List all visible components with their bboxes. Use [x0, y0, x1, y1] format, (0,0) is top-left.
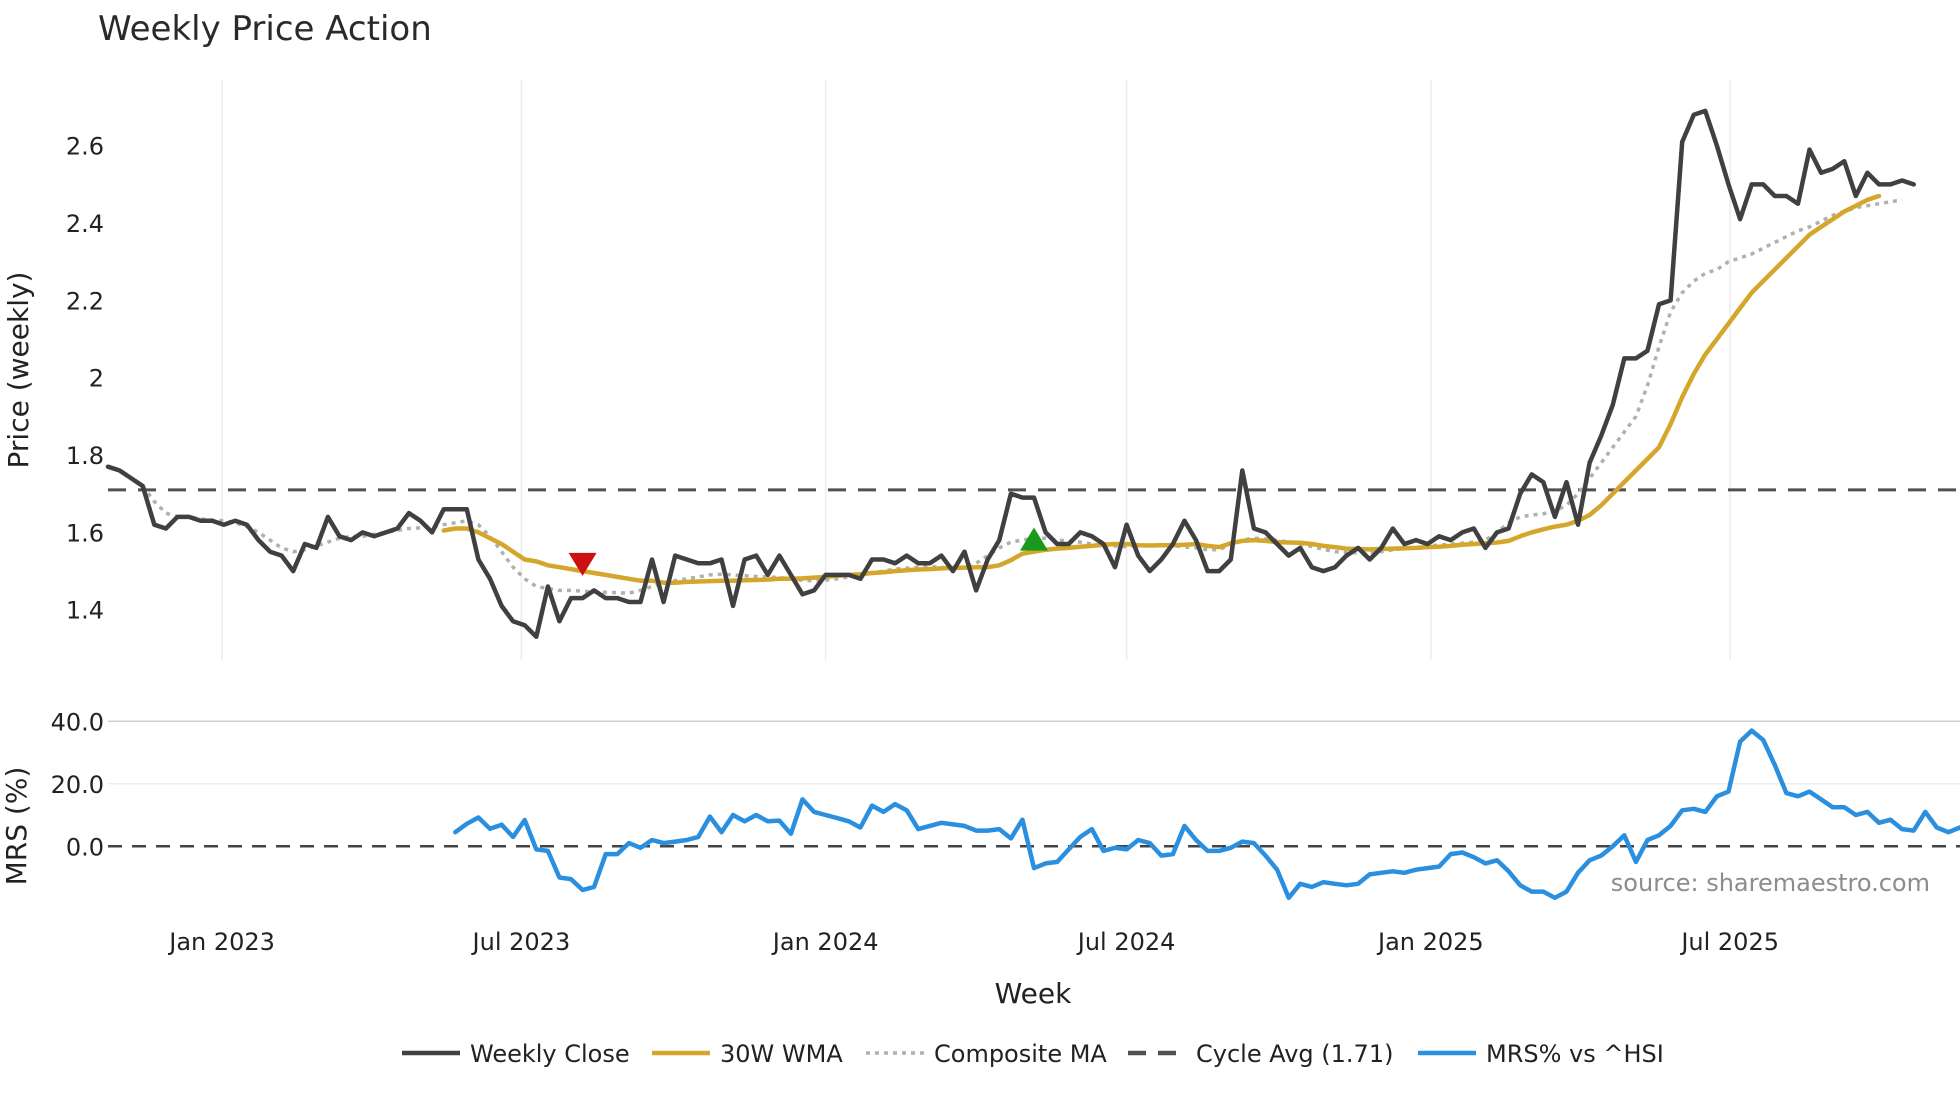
signal-markers: [568, 527, 1048, 576]
legend-label: Weekly Close: [470, 1040, 630, 1068]
legend-label: Composite MA: [934, 1040, 1107, 1068]
bottom-y-tick-label: 20.0: [51, 771, 104, 799]
x-tick-label: Jan 2025: [1376, 928, 1484, 956]
series-composite-ma: [141, 198, 1903, 595]
top-y-tick-label: 2.2: [66, 287, 104, 315]
top-y-tick-label: 1.4: [66, 597, 104, 625]
series-30w-wma: [441, 193, 1882, 585]
x-tick-label: Jul 2024: [1076, 928, 1176, 956]
bottom-y-axis-ticks: 0.0 20.0 40.0: [51, 708, 104, 861]
legend-label: MRS% vs ^HSI: [1486, 1040, 1664, 1068]
chart-title: Weekly Price Action: [98, 9, 432, 49]
bottom-y-tick-label: 0.0: [66, 833, 104, 861]
chart-legend: Weekly Close 30W WMA Composite MA Cycle Avg…: [402, 1040, 1664, 1068]
top-y-axis-ticks: 1.4 1.6 1.8 2 2.2 2.4 2.6: [66, 133, 104, 625]
sell-signal-marker: [568, 552, 597, 576]
bottom-y-axis-label: MRS (%): [0, 767, 33, 886]
top-panel-gridlines: [221, 80, 1731, 660]
bottom-y-tick-label: 40.0: [51, 708, 104, 736]
bottom-panel-gridlines: [108, 720, 1960, 785]
buy-signal-marker: [1020, 527, 1048, 551]
x-tick-label: Jul 2025: [1679, 928, 1779, 956]
x-tick-label: Jan 2023: [167, 928, 275, 956]
series-mrs-vs-hsi: [453, 728, 1960, 901]
top-y-tick-label: 1.6: [66, 519, 104, 547]
source-note: source: sharemaestro.com: [1611, 869, 1930, 897]
top-y-axis-label: Price (weekly): [2, 272, 35, 469]
top-y-tick-label: 2: [89, 365, 104, 393]
legend-label: Cycle Avg (1.71): [1196, 1040, 1393, 1068]
x-axis-ticks: Jan 2023 Jul 2023 Jan 2024 Jul 2024 Jan 2025…: [167, 928, 1779, 956]
series-weekly-close: [105, 108, 1916, 640]
x-axis-label: Week: [995, 977, 1072, 1010]
series-layer: [105, 108, 1960, 901]
x-tick-label: Jul 2023: [471, 928, 571, 956]
top-y-tick-label: 2.6: [66, 133, 104, 161]
legend-label: 30W WMA: [720, 1040, 843, 1068]
x-tick-label: Jan 2024: [771, 928, 879, 956]
top-y-tick-label: 2.4: [66, 210, 104, 238]
top-y-tick-label: 1.8: [66, 442, 104, 470]
